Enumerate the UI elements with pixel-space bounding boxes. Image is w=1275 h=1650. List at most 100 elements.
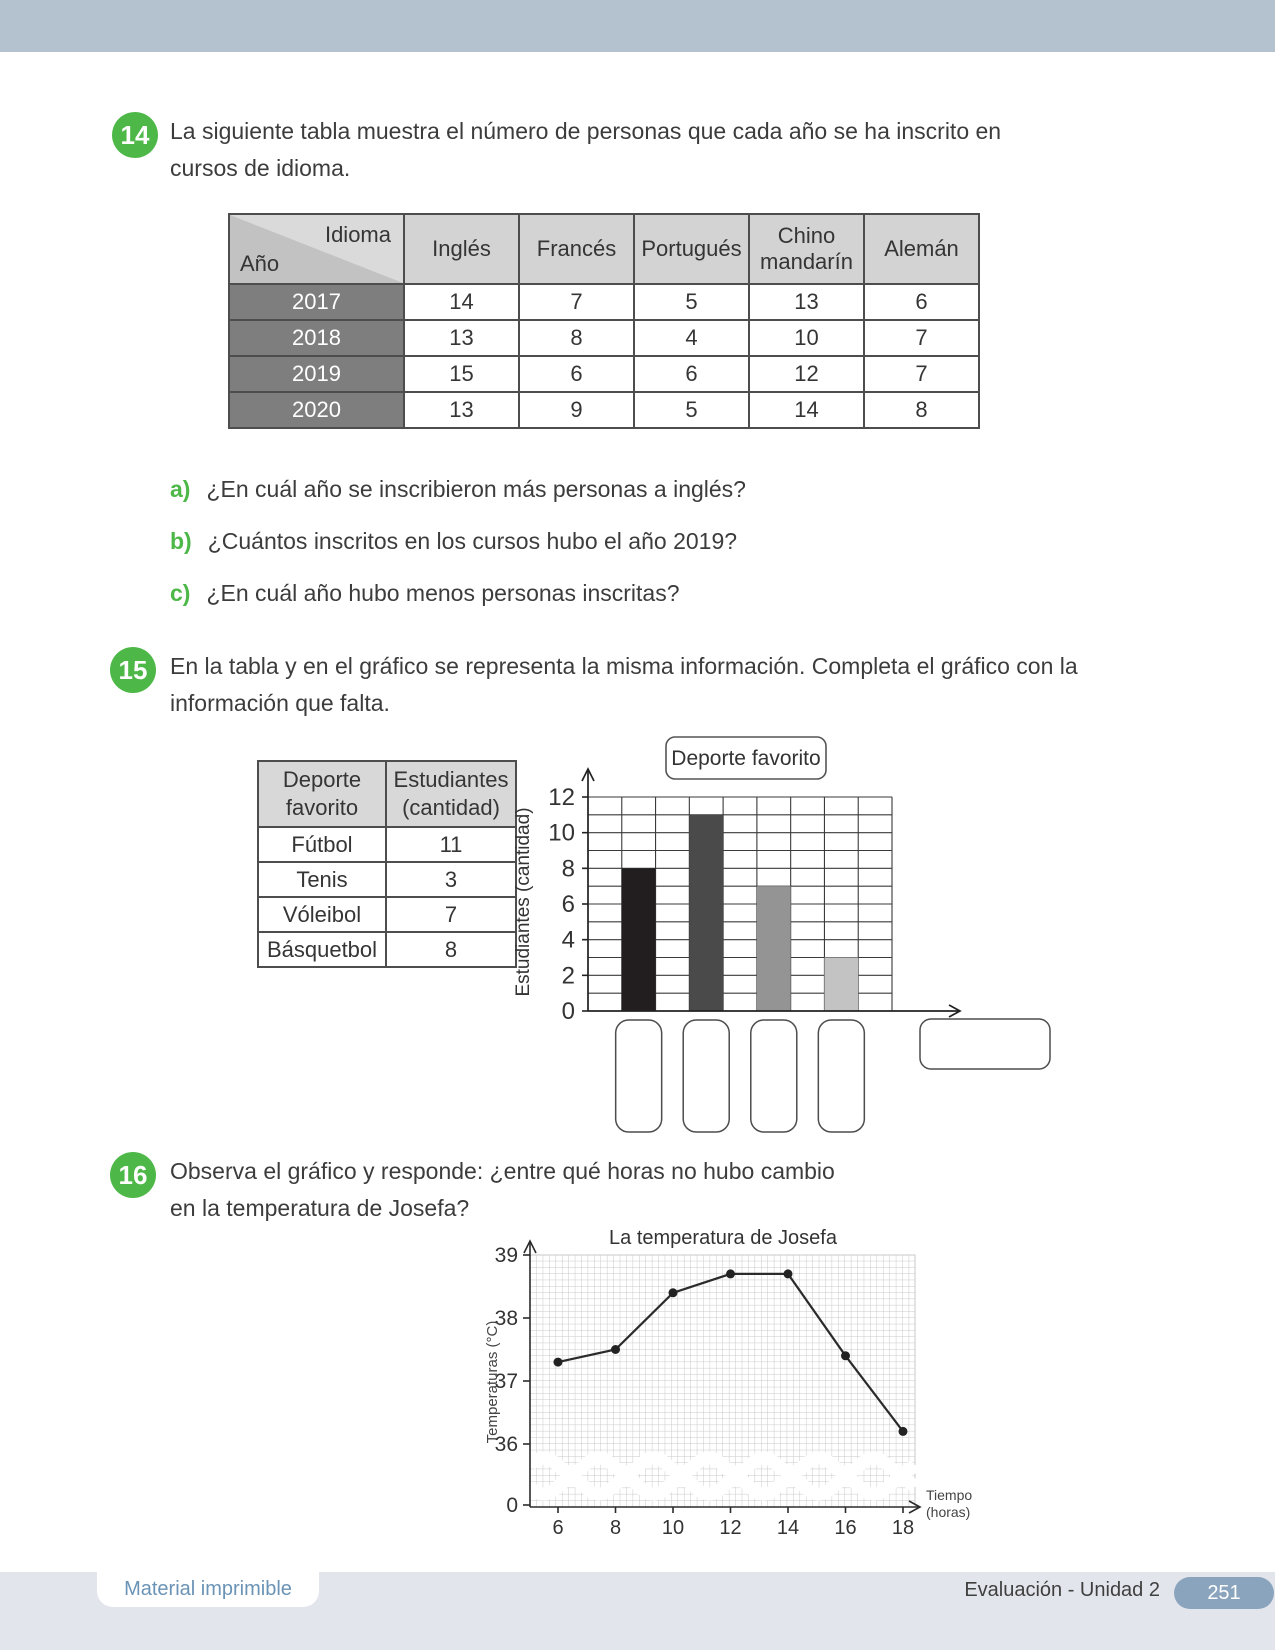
table-header-row: Deporte favorito Estudiantes (cantidad): [257, 760, 517, 828]
axis-break-wave: [525, 1473, 920, 1501]
value-cell: 12: [748, 355, 865, 393]
exercise-15-number: 15: [110, 647, 156, 693]
value-cell: 6: [863, 283, 980, 321]
prompt-line: cursos de idioma.: [170, 155, 351, 181]
y-tick-label: 0: [562, 998, 575, 1025]
category-answer-box[interactable]: [682, 1019, 730, 1133]
top-banner: [0, 0, 1275, 52]
y-tick-label: 6: [562, 891, 575, 918]
value-cell: 9: [518, 391, 635, 429]
value-cell: 6: [518, 355, 635, 393]
exercise-15-prompt: En la tabla y en el gráfico se represent…: [170, 648, 1078, 722]
footer-material-label: Material imprimible: [124, 1578, 292, 1600]
question-a: a) ¿En cuál año se inscribieron más pers…: [170, 476, 746, 503]
favorite-sport-table: Deporte favorito Estudiantes (cantidad) …: [257, 760, 517, 968]
table-row: 2017 14 7 5 13 6: [228, 283, 980, 321]
value-cell: 7: [863, 355, 980, 393]
question-letter: b): [170, 528, 192, 554]
category-answer-box[interactable]: [614, 1019, 663, 1133]
year-cell: 2019: [228, 355, 405, 393]
value-cell: 8: [385, 931, 517, 968]
table-corner-cell: Idioma Año: [228, 213, 405, 285]
data-point: [898, 1426, 908, 1436]
bar-segment-3: [824, 957, 859, 1011]
prompt-line: información que falta.: [170, 690, 390, 716]
table-row: 2020 13 9 5 14 8: [228, 391, 980, 429]
value-cell: 8: [518, 319, 635, 357]
sport-cell: Tenis: [257, 861, 387, 898]
y-tick-label: 37: [495, 1370, 518, 1393]
y-tick-label: 2: [562, 962, 575, 989]
year-cell: 2020: [228, 391, 405, 429]
xlabel-answer-box[interactable]: [919, 1018, 1051, 1070]
value-cell: 4: [633, 319, 750, 357]
table-row: Vóleibol 7: [257, 896, 517, 933]
y-tick-label: 38: [495, 1307, 518, 1330]
value-cell: 8: [863, 391, 980, 429]
value-cell: 7: [863, 319, 980, 357]
table-row: Tenis 3: [257, 861, 517, 898]
value-cell: 5: [633, 391, 750, 429]
exercise-16-number: 16: [110, 1152, 156, 1198]
value-cell: 13: [403, 319, 520, 357]
bar-chart-title-box: [665, 736, 827, 780]
x-tick-label: 14: [777, 1517, 799, 1539]
question-text: ¿Cuántos inscritos en los cursos hubo el…: [207, 528, 738, 554]
exercise-14-prompt: La siguiente tabla muestra el número de …: [170, 113, 1001, 187]
question-letter: a): [170, 476, 191, 502]
column-header: Alemán: [863, 213, 980, 285]
table-row: 2018 13 8 4 10 7: [228, 319, 980, 357]
value-cell: 13: [403, 391, 520, 429]
page-number-badge: 251: [1174, 1577, 1274, 1609]
value-cell: 15: [403, 355, 520, 393]
exercise-14-number: 14: [112, 112, 158, 158]
footer-material-tab: Material imprimible: [97, 1572, 319, 1607]
x-tick-label: 6: [552, 1517, 563, 1539]
bar-segment-0: [621, 868, 656, 1011]
category-answer-box[interactable]: [817, 1019, 866, 1133]
sport-cell: Fútbol: [257, 826, 387, 863]
value-cell: 5: [633, 283, 750, 321]
x-tick-label: 12: [719, 1517, 741, 1539]
column-header: Francés: [518, 213, 635, 285]
data-point: [783, 1269, 793, 1279]
line-chart-ylabel: Temperaturas (°C): [484, 1321, 501, 1444]
y-tick-label: 36: [495, 1433, 518, 1456]
y-tick-label: 10: [548, 820, 575, 847]
bar-chart-ylabel: Estudiantes (cantidad): [513, 807, 534, 996]
value-cell: 14: [403, 283, 520, 321]
question-text: ¿En cuál año hubo menos personas inscrit…: [206, 580, 680, 606]
y-tick-label: 0: [506, 1494, 518, 1517]
data-point: [553, 1357, 563, 1367]
value-cell: 13: [748, 283, 865, 321]
year-cell: 2018: [228, 319, 405, 357]
column-header: Chino mandarín: [748, 213, 865, 285]
table-header-row: Idioma Año Inglés Francés Portugués Chin…: [228, 213, 980, 285]
data-point: [841, 1351, 850, 1361]
value-cell: 10: [748, 319, 865, 357]
data-point: [668, 1288, 678, 1298]
x-tick-label: 18: [892, 1517, 914, 1539]
prompt-line: Observa el gráfico y responde: ¿entre qu…: [170, 1158, 835, 1184]
bar-chart-svg: 0 2 4 6 8 10 12 Estudiantes (cantidad) Deporte f…: [513, 736, 1051, 1133]
value-cell: 7: [518, 283, 635, 321]
line-chart-xlabel: Tiempo: [926, 1487, 972, 1503]
bar-segment-2: [756, 886, 791, 1011]
question-letter: c): [170, 580, 191, 606]
column-header: Estudiantes (cantidad): [385, 760, 517, 828]
year-cell: 2017: [228, 283, 405, 321]
x-tick-label: 16: [834, 1517, 856, 1539]
sport-cell: Vóleibol: [257, 896, 387, 933]
bar-chart-axes: [581, 767, 962, 1018]
line-chart-title: La temperatura de Josefa: [609, 1227, 838, 1249]
line-chart-svg: 0 36 37 38 39 6 8 10 12 14 16 18 Temperaturas (°C) La…: [484, 1227, 972, 1539]
category-answer-box[interactable]: [750, 1019, 798, 1133]
question-text: ¿En cuál año se inscribieron más persona…: [206, 476, 746, 502]
data-point: [726, 1269, 735, 1279]
exercise-16-prompt: Observa el gráfico y responde: ¿entre qu…: [170, 1153, 835, 1227]
column-header: Inglés: [403, 213, 520, 285]
corner-label-anio: Año: [240, 251, 280, 276]
y-tick-label: 8: [562, 855, 575, 882]
table-row: 2019 15 6 6 12 7: [228, 355, 980, 393]
